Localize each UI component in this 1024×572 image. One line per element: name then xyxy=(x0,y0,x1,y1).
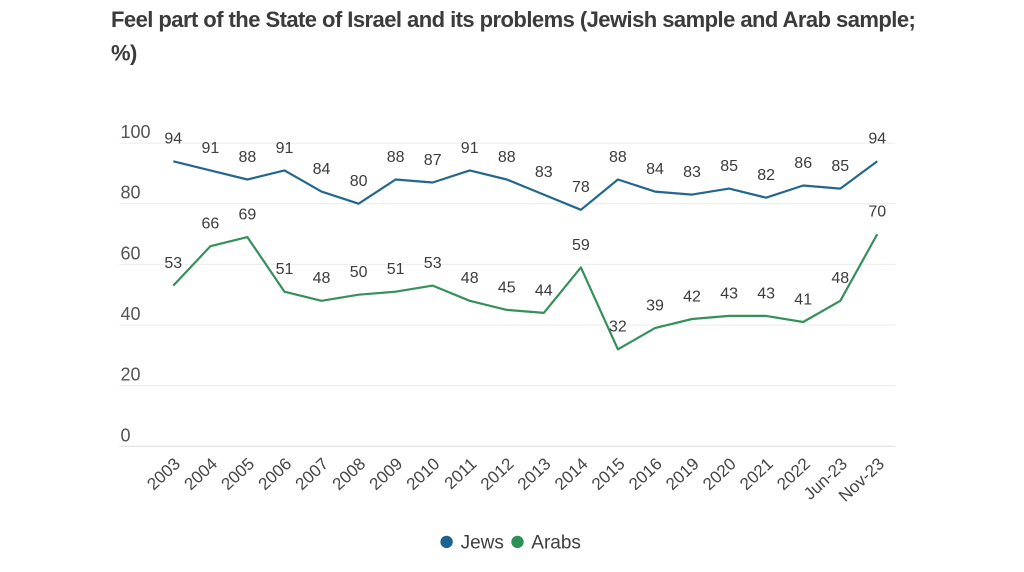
svg-text:43: 43 xyxy=(720,285,738,302)
svg-text:50: 50 xyxy=(350,264,368,281)
svg-text:88: 88 xyxy=(498,149,516,166)
svg-text:39: 39 xyxy=(646,298,664,315)
svg-text:88: 88 xyxy=(609,149,627,166)
svg-text:94: 94 xyxy=(868,131,886,148)
svg-text:40: 40 xyxy=(121,304,141,324)
svg-text:41: 41 xyxy=(794,291,812,308)
svg-text:91: 91 xyxy=(276,140,294,157)
svg-text:51: 51 xyxy=(276,261,294,278)
svg-text:88: 88 xyxy=(239,149,257,166)
svg-text:45: 45 xyxy=(498,279,516,296)
svg-text:59: 59 xyxy=(572,237,590,254)
svg-text:48: 48 xyxy=(461,270,479,287)
svg-text:43: 43 xyxy=(757,285,775,302)
svg-text:%): %) xyxy=(111,41,137,66)
svg-text:42: 42 xyxy=(683,288,701,305)
svg-text:69: 69 xyxy=(239,207,257,224)
svg-text:83: 83 xyxy=(683,164,701,181)
svg-text:84: 84 xyxy=(313,161,331,178)
svg-text:32: 32 xyxy=(609,319,627,336)
svg-text:100: 100 xyxy=(121,122,151,142)
svg-text:88: 88 xyxy=(387,149,405,166)
svg-text:84: 84 xyxy=(646,161,664,178)
svg-text:66: 66 xyxy=(202,216,220,233)
svg-text:82: 82 xyxy=(757,167,775,184)
svg-text:91: 91 xyxy=(461,140,479,157)
svg-text:Arabs: Arabs xyxy=(531,532,581,553)
svg-text:0: 0 xyxy=(121,425,131,445)
svg-text:94: 94 xyxy=(164,131,182,148)
svg-text:20: 20 xyxy=(121,365,141,385)
svg-text:53: 53 xyxy=(164,255,182,272)
svg-text:48: 48 xyxy=(831,270,849,287)
svg-text:48: 48 xyxy=(313,270,331,287)
svg-text:87: 87 xyxy=(424,152,442,169)
svg-text:78: 78 xyxy=(572,179,590,196)
svg-text:Jews: Jews xyxy=(461,532,504,553)
svg-text:80: 80 xyxy=(121,183,141,203)
svg-text:70: 70 xyxy=(868,204,886,221)
svg-text:85: 85 xyxy=(831,158,849,175)
svg-text:85: 85 xyxy=(720,158,738,175)
svg-text:86: 86 xyxy=(794,155,812,172)
svg-text:91: 91 xyxy=(202,140,220,157)
svg-text:51: 51 xyxy=(387,261,405,278)
svg-text:53: 53 xyxy=(424,255,442,272)
svg-text:60: 60 xyxy=(121,243,141,263)
svg-text:83: 83 xyxy=(535,164,553,181)
svg-text:44: 44 xyxy=(535,282,553,299)
svg-text:80: 80 xyxy=(350,173,368,190)
svg-text:Feel part of the State of Isra: Feel part of the State of Israel and its… xyxy=(111,7,915,32)
